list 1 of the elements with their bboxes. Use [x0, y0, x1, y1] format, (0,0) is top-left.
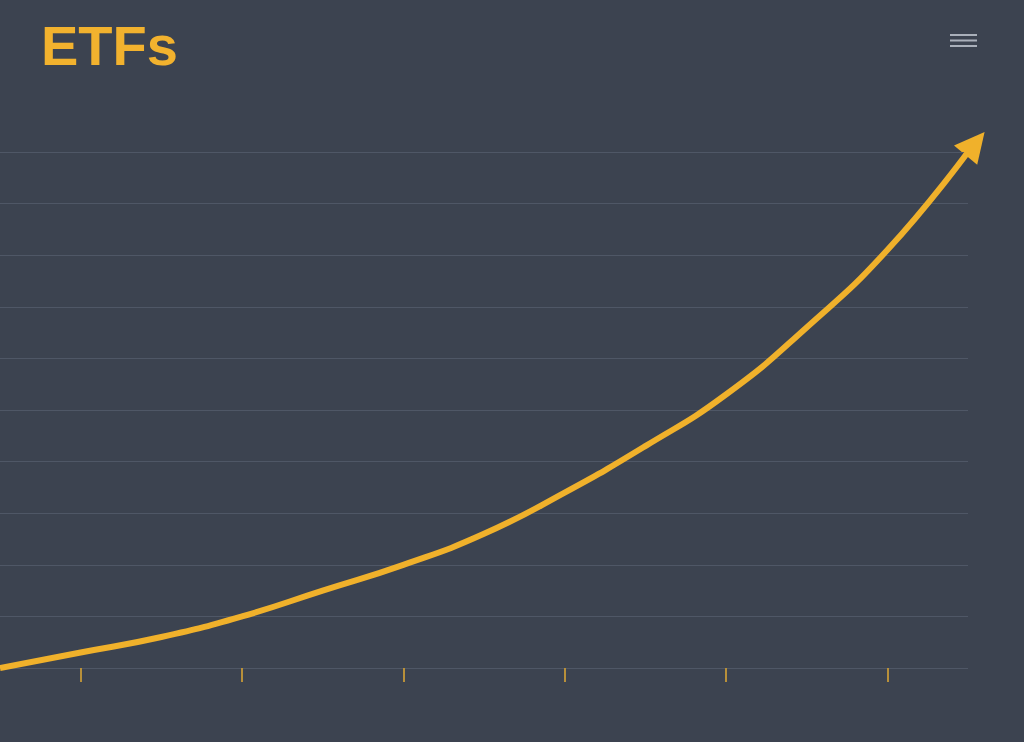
chart-title: ETFs: [41, 13, 178, 77]
